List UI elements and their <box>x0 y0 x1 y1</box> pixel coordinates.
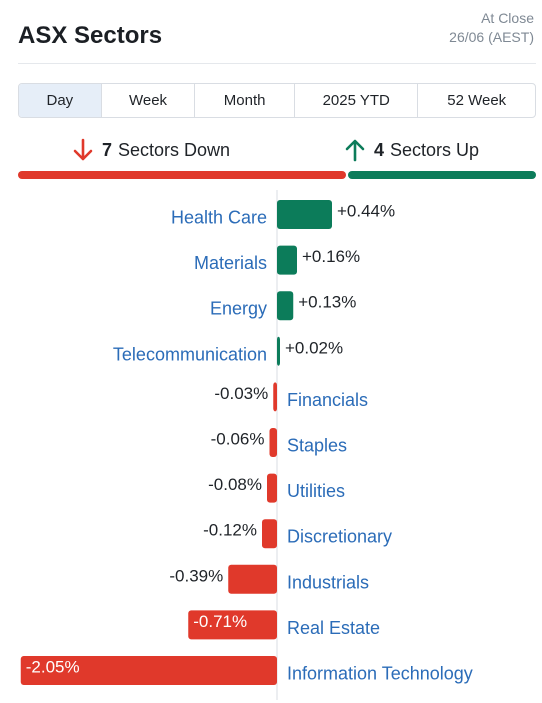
category-label: Real Estate <box>287 618 380 638</box>
sectors-down-text: Sectors Down <box>118 139 231 160</box>
bar-discretionary <box>262 519 277 549</box>
period-tabs: Day Week Month 2025 YTD 52 Week <box>18 83 536 118</box>
arrow-up-icon <box>345 139 365 162</box>
value-label: -0.06% <box>211 430 265 449</box>
category-label: Discretionary <box>287 527 392 547</box>
value-label: -2.05% <box>26 658 80 677</box>
bar-telecommunication <box>277 336 280 366</box>
close-date: 26/06 (AEST) <box>449 29 534 45</box>
category-label: Utilities <box>287 481 345 501</box>
page-title: ASX Sectors <box>18 22 163 49</box>
sectors-up-bar <box>348 171 536 179</box>
bar-real-estate <box>188 610 277 640</box>
category-label: Financials <box>287 390 368 410</box>
value-label: -0.03% <box>214 384 268 403</box>
sectors-up-summary: 4 Sectors Up <box>344 138 479 162</box>
sectors-up-text: Sectors Up <box>390 139 480 160</box>
sectors-down-bar <box>18 171 346 179</box>
bar-financials <box>273 382 277 412</box>
close-status: At Close <box>481 10 534 26</box>
bar-energy <box>277 291 294 321</box>
bar-utilities <box>267 473 277 503</box>
bar-industrials <box>228 564 277 594</box>
category-label: Industrials <box>287 572 369 592</box>
sectors-up-count: 4 <box>374 139 385 160</box>
category-label: Information Technology <box>287 664 473 684</box>
sectors-down-summary: 7 Sectors Down <box>72 138 230 162</box>
arrow-down-icon <box>73 138 93 161</box>
header-divider <box>18 63 536 64</box>
bar-materials <box>277 245 297 275</box>
value-label: +0.16% <box>302 247 360 266</box>
value-label: -0.12% <box>203 521 257 540</box>
category-label: Materials <box>194 253 267 273</box>
category-label: Telecommunication <box>113 344 267 364</box>
value-label: -0.39% <box>169 566 223 585</box>
category-label: Energy <box>210 299 267 319</box>
value-label: -0.71% <box>193 612 247 631</box>
tab-52-week[interactable]: 52 Week <box>447 92 507 109</box>
bar-information-technology <box>20 656 277 685</box>
sectors-down-count: 7 <box>102 139 113 160</box>
bar-health-care <box>277 200 332 229</box>
value-label: +0.44% <box>337 202 395 221</box>
tab-day[interactable]: Day <box>19 84 102 117</box>
tab-2025-ytd[interactable]: 2025 YTD <box>295 84 419 117</box>
close-info: At Close 26/06 (AEST) <box>449 9 534 47</box>
sector-split-bar <box>18 171 536 179</box>
category-label: Staples <box>287 436 347 456</box>
value-label: +0.02% <box>285 338 343 357</box>
bar-staples <box>269 428 277 457</box>
value-label: +0.13% <box>298 293 356 312</box>
value-label: -0.08% <box>208 475 262 494</box>
category-label: Health Care <box>171 208 267 228</box>
tab-month[interactable]: Month <box>195 84 295 117</box>
tab-week[interactable]: Week <box>102 84 196 117</box>
sector-performance-chart: Health Care +0.44% Materials +0.16% Energy +0… <box>20 190 473 700</box>
